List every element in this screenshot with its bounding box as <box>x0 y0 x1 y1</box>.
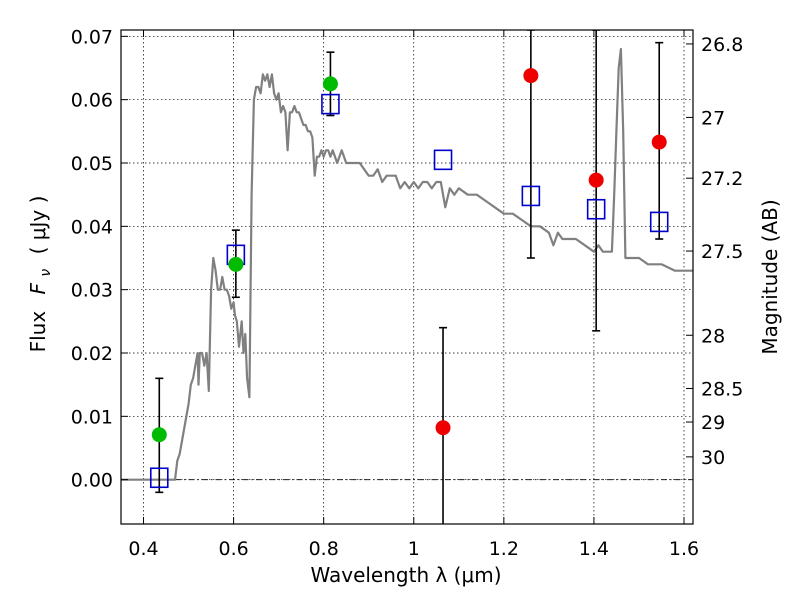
right-axis-tick-label: 30 <box>701 447 725 469</box>
y-tick-label: 0.01 <box>71 406 113 428</box>
y-axis-title: Flux F ν ( μJy ) <box>26 196 55 353</box>
tick-layer <box>121 30 693 524</box>
x-tick-label: 1.6 <box>669 538 699 560</box>
x-tick-label: 0.4 <box>128 538 158 560</box>
y-tick-label: 0.04 <box>71 216 113 238</box>
model-photometry-square <box>586 198 606 220</box>
right-axis-tick-label: 27.2 <box>701 168 743 190</box>
model-photometry-square <box>149 467 169 489</box>
x-tick-label: 0.8 <box>309 538 339 560</box>
y-axis-title-text: Flux <box>26 311 50 353</box>
right-axis-tick-label: 27 <box>701 107 725 129</box>
y-tick-label: 0.00 <box>71 470 113 492</box>
right-axis-tick-label: 29 <box>701 412 725 434</box>
observed_red-point <box>588 172 604 188</box>
x-tick-label: 0.6 <box>218 538 248 560</box>
x-axis-title: Wavelength λ (μm) <box>310 563 501 587</box>
label-layer: 0.4 0.6 0.8 1 1.2 1.4 1.6 0.00 0.01 0.02 0.03 0.04 0… <box>71 26 744 560</box>
model-photometry-square <box>521 185 541 207</box>
observed_red-point <box>651 134 667 150</box>
right-axis-tick-label: 28 <box>701 325 725 347</box>
x-tick-label: 1.2 <box>489 538 519 560</box>
y-tick-label: 0.05 <box>71 153 113 175</box>
model-photometry-square <box>321 93 340 115</box>
plot-frame <box>120 29 694 525</box>
y-axis-title-subscript: ν <box>38 269 54 277</box>
x-tick-label: 1.4 <box>579 538 609 560</box>
y-tick-label: 0.03 <box>71 280 113 302</box>
model-photometry-square <box>433 149 453 171</box>
right-axis-title: Magnitude (AB) <box>758 199 782 354</box>
observed_red-point <box>523 68 539 84</box>
model-sed-line <box>121 47 693 481</box>
x-tick-label: 1 <box>408 538 420 560</box>
observed_green-point <box>322 76 338 92</box>
plot-area <box>121 30 693 524</box>
observed_red-point <box>435 420 451 436</box>
svg-text:Flux F ν: Flux F ν ( μJy ) <box>26 196 55 353</box>
y-tick-label: 0.07 <box>71 26 113 48</box>
y-tick-label: 0.06 <box>71 90 113 112</box>
y-axis-title-symbol: F <box>26 282 50 294</box>
y-axis-title-units: ( μJy ) <box>26 196 50 255</box>
observed_green-point <box>151 427 167 443</box>
right-axis-tick-label: 28.5 <box>701 378 743 400</box>
right-axis-tick-label: 27.5 <box>701 241 743 263</box>
grid-layer <box>121 30 693 524</box>
observed_green-point <box>228 256 244 272</box>
right-axis-tick-label: 26.8 <box>701 34 743 56</box>
y-tick-label: 0.02 <box>71 343 113 365</box>
model-photometry-square <box>649 211 669 233</box>
